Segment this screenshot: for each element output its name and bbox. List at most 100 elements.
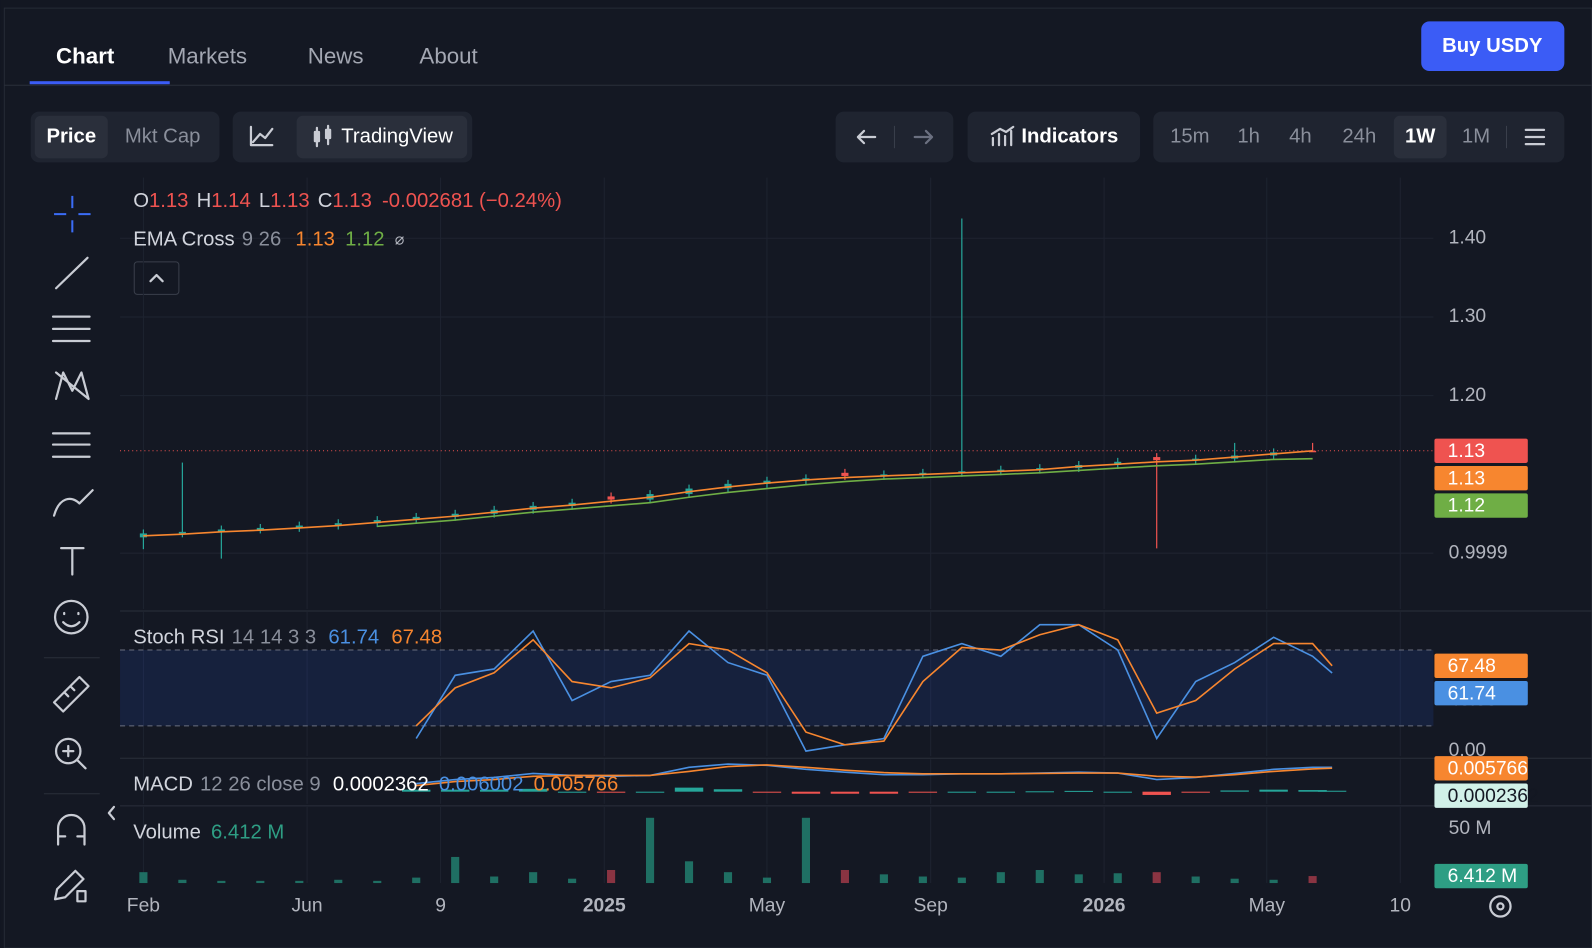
mode-label[interactable]: Price: [46, 125, 96, 147]
price-badge: 1.13: [1448, 441, 1485, 462]
timeframe-chip[interactable]: [1393, 115, 1447, 159]
collapse-arrow[interactable]: [107, 805, 116, 821]
stoch-line: [415, 623, 1333, 752]
macd-histogram: [1220, 790, 1249, 792]
timeframe-group: [1153, 111, 1565, 163]
nav-tab[interactable]: Chart: [56, 44, 115, 69]
indicators-button[interactable]: [967, 111, 1141, 163]
macd-histogram: [1103, 791, 1132, 793]
candle-body: [607, 496, 615, 500]
style-chip[interactable]: [296, 115, 468, 159]
magnet-tool[interactable]: [56, 813, 86, 846]
macd-histogram: [1317, 790, 1347, 792]
stoch-legend: Stoch RSI 14 14 3 3 61.74 67.48: [133, 627, 442, 649]
candle-body: [178, 531, 186, 534]
nav-tab[interactable]: Markets: [168, 44, 247, 69]
volume-bar: [529, 872, 538, 884]
volume-legend: Volume 6.412 M: [133, 822, 284, 844]
volume-bar: [607, 869, 616, 884]
macd-badge-bg: [1434, 783, 1528, 808]
trend-line-tool[interactable]: [54, 256, 89, 290]
volume-badge-bg: [1434, 863, 1528, 889]
volume-badge: 6.412 M: [1448, 866, 1518, 887]
volume-bar: [723, 872, 733, 884]
macd-histogram: [1181, 791, 1210, 793]
volume-bar: [451, 856, 460, 884]
volume-bar: [295, 880, 304, 884]
macd-histogram: [479, 789, 509, 792]
timeframe-label[interactable]: 1W: [1405, 125, 1436, 147]
ohlc-key: C: [318, 190, 333, 212]
indicator-value: 0.006002: [439, 774, 524, 796]
indicators-label[interactable]: Indicators: [1021, 125, 1118, 147]
buy-button-label[interactable]: Buy USDY: [1442, 35, 1543, 57]
volume-bar: [996, 872, 1005, 884]
indicator-name: MACD: [133, 774, 193, 796]
line-style-icon[interactable]: [249, 125, 274, 147]
zoom-tool[interactable]: [54, 737, 82, 765]
volume-bar: [334, 879, 343, 884]
mode-chip[interactable]: [34, 115, 108, 159]
indicator-value: 0.0002362: [333, 774, 429, 796]
macd-histogram: [869, 791, 899, 794]
volume-bar: [139, 872, 148, 884]
indicator-name: Stoch RSI: [133, 627, 224, 649]
arrow-left[interactable]: [856, 129, 877, 145]
indicator-value: 1.13: [295, 229, 334, 251]
stoch-badge: 61.74: [1448, 683, 1496, 704]
timeframe-label[interactable]: 24h: [1342, 125, 1376, 147]
volume-bar: [178, 879, 187, 884]
lock-draw-tool[interactable]: [53, 869, 87, 903]
settings-icon[interactable]: [1524, 128, 1546, 146]
ema-line: [143, 449, 1313, 537]
drawing-tools: [43, 195, 116, 903]
candle-body: [256, 527, 264, 530]
axis-settings[interactable]: [1489, 895, 1512, 918]
chart-style-label[interactable]: TradingView: [341, 125, 453, 147]
macd-histogram: [1025, 791, 1054, 793]
y-tick-label: 50 M: [1449, 818, 1492, 839]
stoch-badge: 67.48: [1448, 656, 1496, 677]
ruler-tool[interactable]: [52, 675, 90, 713]
nav-tab[interactable]: News: [308, 44, 364, 69]
indicator-value: 1.12: [345, 229, 384, 251]
x-tick-label: 2026: [1083, 895, 1126, 916]
collapse-legend-button[interactable]: [133, 261, 180, 295]
volume-bar: [1113, 873, 1122, 884]
text-tool[interactable]: [60, 546, 85, 576]
arrow-right[interactable]: [913, 129, 934, 145]
nav-tab-underline: [29, 81, 170, 85]
projection-tool[interactable]: [51, 432, 91, 458]
emoji-tool[interactable]: [53, 599, 89, 635]
macd-histogram: [674, 787, 704, 792]
macd-histogram: [518, 788, 548, 792]
fib-tool[interactable]: [51, 315, 91, 343]
stoch-badge-bg: [1434, 653, 1528, 678]
timeframe-label[interactable]: 1h: [1237, 125, 1260, 147]
y-tick-label: 0.9999: [1449, 542, 1508, 563]
price-badge-bg: [1434, 438, 1528, 463]
volume-bar: [1230, 878, 1239, 884]
stoch-badge-bg: [1434, 681, 1528, 706]
volume-bar: [412, 877, 421, 884]
macd-histogram: [947, 791, 977, 793]
indicator-params: 9 26: [242, 229, 281, 251]
volume-bar: [1074, 874, 1083, 884]
buy-button[interactable]: [1421, 21, 1565, 72]
crosshair-tool[interactable]: [54, 195, 91, 233]
nav-tab[interactable]: About: [419, 44, 478, 69]
brush-tool[interactable]: [52, 489, 94, 517]
mode-label[interactable]: Mkt Cap: [125, 125, 201, 147]
macd-histogram: [986, 791, 1016, 793]
zoom-plus: [62, 744, 87, 770]
ohlc-value: 1.13: [149, 190, 188, 212]
macd-histogram: [635, 791, 665, 793]
macd-histogram: [440, 789, 470, 792]
timeframe-label[interactable]: 4h: [1289, 125, 1312, 147]
x-tick-label: Feb: [127, 895, 160, 916]
pattern-tool[interactable]: [54, 371, 90, 401]
timeframe-label[interactable]: 1M: [1462, 125, 1490, 147]
timeframe-label[interactable]: 15m: [1170, 125, 1209, 147]
indicator-value: 67.48: [391, 627, 442, 649]
macd-histogram: [1142, 791, 1171, 795]
